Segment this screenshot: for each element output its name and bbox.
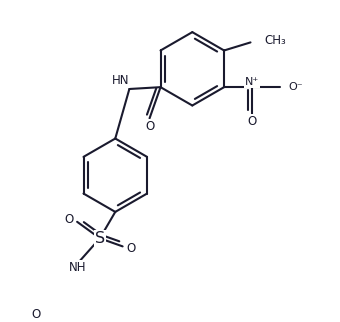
Text: O: O	[64, 213, 74, 226]
Text: O: O	[247, 115, 256, 128]
Text: O: O	[126, 242, 135, 255]
Text: S: S	[95, 231, 105, 246]
Text: O⁻: O⁻	[288, 82, 303, 92]
Text: N⁺: N⁺	[245, 77, 259, 87]
Text: O: O	[145, 120, 154, 133]
Text: O: O	[31, 308, 41, 321]
Text: NH: NH	[69, 261, 87, 274]
Text: CH₃: CH₃	[265, 34, 286, 47]
Text: HN: HN	[112, 74, 129, 87]
